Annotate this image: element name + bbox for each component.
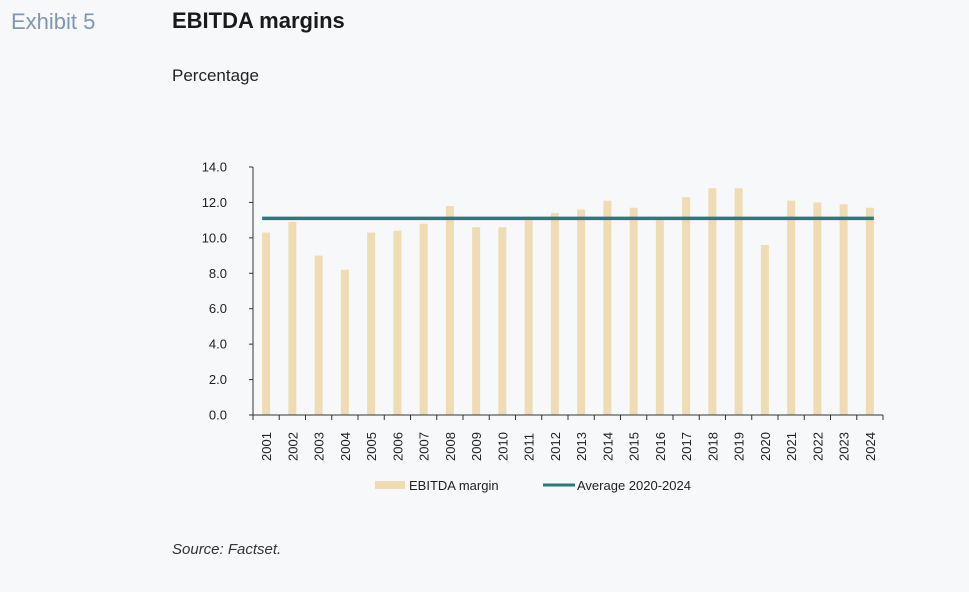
bar-2007 [419, 223, 428, 415]
bar-2018 [708, 188, 717, 415]
x-ticks-group: 2001 2002 2003 2004 2005 2006 2007 2008 2009 2010… [252, 415, 884, 461]
bar-2008 [445, 205, 454, 415]
bar-2011 [524, 220, 533, 415]
x-tick-label: 2019 [732, 432, 747, 461]
y-tick-label: 6.0 [209, 301, 227, 316]
chart-subtitle: Percentage [172, 66, 259, 85]
x-tick-label: 2020 [758, 432, 773, 461]
x-tick-label: 2002 [285, 432, 300, 461]
bar-2014 [603, 200, 612, 415]
x-tick-label: 2018 [705, 432, 720, 461]
bar-2016 [655, 220, 664, 415]
x-tick-label: 2009 [469, 432, 484, 461]
x-tick-label: 2015 [627, 432, 642, 461]
x-tick-label: 2008 [443, 432, 458, 461]
y-ticks-group: 0.0 2.0 4.0 6.0 8.0 10.0 12.0 14.0 [202, 160, 253, 423]
x-tick-label: 2001 [259, 432, 274, 461]
y-tick-label: 2.0 [209, 372, 227, 387]
x-tick-label: 2011 [522, 433, 537, 461]
legend-label-average: Average 2020-2024 [577, 478, 691, 493]
y-tick-label: 12.0 [202, 195, 227, 210]
bar-2006 [393, 230, 402, 415]
bar-2017 [682, 197, 691, 415]
x-tick-label: 2005 [364, 432, 379, 461]
x-tick-label: 2004 [338, 432, 353, 461]
source-note: Source: Factset. [172, 541, 282, 558]
bar-2019 [734, 188, 743, 415]
bars-group [262, 188, 874, 415]
bar-2012 [550, 213, 559, 415]
bar-2021 [787, 200, 796, 415]
y-tick-label: 8.0 [209, 266, 227, 281]
bar-2002 [288, 221, 297, 415]
chart-title: EBITDA margins [172, 8, 345, 33]
bar-2001 [262, 232, 271, 415]
x-tick-label: 2023 [837, 432, 852, 461]
x-tick-label: 2021 [784, 432, 799, 461]
y-tick-label: 14.0 [202, 160, 227, 175]
bar-2003 [314, 255, 323, 415]
bar-2020 [760, 244, 769, 415]
x-tick-label: 2022 [810, 432, 825, 461]
x-tick-label: 2007 [417, 432, 432, 461]
x-tick-label: 2013 [574, 432, 589, 461]
bar-2009 [472, 227, 481, 415]
bar-2005 [367, 232, 376, 415]
legend: EBITDA margin Average 2020-2024 [375, 478, 691, 493]
legend-swatch-ebitda-margin [375, 481, 405, 489]
x-tick-label: 2014 [600, 432, 615, 461]
x-tick-label: 2012 [548, 432, 563, 461]
x-tick-label: 2003 [312, 432, 327, 461]
bar-2015 [629, 207, 638, 415]
legend-label-ebitda-margin: EBITDA margin [409, 478, 499, 493]
x-tick-label: 2016 [653, 432, 668, 461]
y-tick-label: 0.0 [209, 408, 227, 423]
x-tick-label: 2010 [495, 432, 510, 461]
x-tick-label: 2024 [863, 432, 878, 461]
x-tick-label: 2006 [390, 432, 405, 461]
exhibit-label: Exhibit 5 [11, 9, 96, 34]
bar-2004 [340, 269, 349, 415]
bar-2022 [813, 202, 822, 415]
bar-2013 [577, 209, 586, 415]
bar-2023 [839, 204, 848, 415]
bar-2024 [865, 207, 874, 415]
x-tick-label: 2017 [679, 432, 694, 461]
y-tick-label: 4.0 [209, 337, 227, 352]
bar-2010 [498, 227, 507, 415]
y-tick-label: 10.0 [202, 230, 227, 245]
